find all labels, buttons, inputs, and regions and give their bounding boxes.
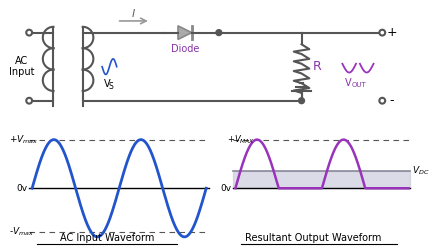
- Text: $V_{DC}$: $V_{DC}$: [412, 165, 430, 177]
- Text: +$V_{MAX}$: +$V_{MAX}$: [227, 133, 255, 146]
- Text: -: -: [390, 94, 394, 107]
- Text: V: V: [345, 78, 352, 88]
- Text: Resultant Output Waveform: Resultant Output Waveform: [245, 233, 381, 243]
- Text: +: +: [387, 26, 397, 39]
- Text: AC
Input: AC Input: [9, 56, 34, 77]
- Text: +$V_{max}$: +$V_{max}$: [9, 133, 38, 146]
- Text: S: S: [109, 82, 114, 91]
- Text: V: V: [104, 79, 111, 89]
- Text: AC Input Waveform: AC Input Waveform: [60, 233, 154, 243]
- Circle shape: [216, 30, 222, 36]
- Text: Diode: Diode: [171, 44, 199, 54]
- Text: I: I: [132, 9, 135, 19]
- Text: 0v: 0v: [220, 184, 231, 193]
- Circle shape: [298, 98, 304, 104]
- Text: 0v: 0v: [16, 184, 27, 193]
- Text: R: R: [313, 60, 322, 73]
- Polygon shape: [178, 26, 192, 39]
- Text: -$V_{max}$: -$V_{max}$: [9, 226, 34, 238]
- Text: OUT: OUT: [352, 82, 367, 88]
